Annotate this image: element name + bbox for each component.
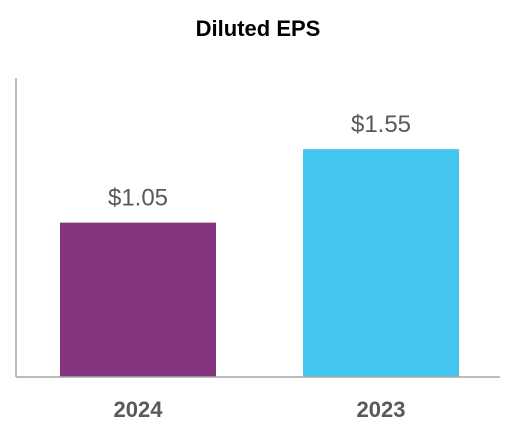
chart-title: Diluted EPS (196, 16, 321, 41)
bar-2023 (303, 149, 459, 377)
data-label-2023: $1.55 (351, 111, 411, 138)
plot-area: $1.05 2024 $1.55 2023 (60, 111, 459, 422)
x-tick-label-2024: 2024 (114, 397, 164, 422)
data-label-2024: $1.05 (108, 185, 168, 212)
x-tick-label-2023: 2023 (357, 397, 406, 422)
bar-2024 (60, 222, 216, 377)
